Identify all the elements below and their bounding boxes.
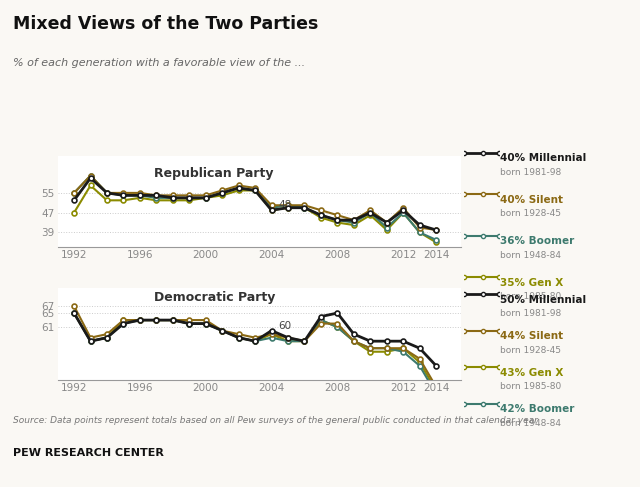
Text: 43% Gen X: 43% Gen X (500, 368, 564, 378)
Text: 36% Boomer: 36% Boomer (500, 236, 575, 246)
Text: born 1981-98: born 1981-98 (500, 309, 562, 318)
Text: born 1928-45: born 1928-45 (500, 209, 561, 218)
Text: born 1948-84: born 1948-84 (500, 419, 561, 428)
Text: % of each generation with a favorable view of the ...: % of each generation with a favorable vi… (13, 58, 305, 69)
Text: 40% Millennial: 40% Millennial (500, 153, 587, 164)
Text: 35% Gen X: 35% Gen X (500, 278, 564, 288)
Text: 48: 48 (278, 200, 291, 210)
Text: Source: Data points represent totals based on all Pew surveys of the general pub: Source: Data points represent totals bas… (13, 416, 538, 425)
Text: Republican Party: Republican Party (154, 167, 274, 180)
Text: born 1948-84: born 1948-84 (500, 251, 561, 260)
Text: 40% Silent: 40% Silent (500, 195, 563, 205)
Text: Mixed Views of the Two Parties: Mixed Views of the Two Parties (13, 15, 318, 33)
Text: 60: 60 (278, 321, 291, 331)
Text: born 1981-98: born 1981-98 (500, 168, 562, 177)
Text: PEW RESEARCH CENTER: PEW RESEARCH CENTER (13, 448, 164, 458)
Text: born 1985-80: born 1985-80 (500, 292, 562, 301)
Text: 44% Silent: 44% Silent (500, 331, 564, 341)
Text: born 1985-80: born 1985-80 (500, 382, 562, 391)
Text: Democratic Party: Democratic Party (154, 291, 276, 304)
Text: 50% Millennial: 50% Millennial (500, 295, 587, 305)
Text: 42% Boomer: 42% Boomer (500, 404, 575, 414)
Text: born 1928-45: born 1928-45 (500, 346, 561, 355)
